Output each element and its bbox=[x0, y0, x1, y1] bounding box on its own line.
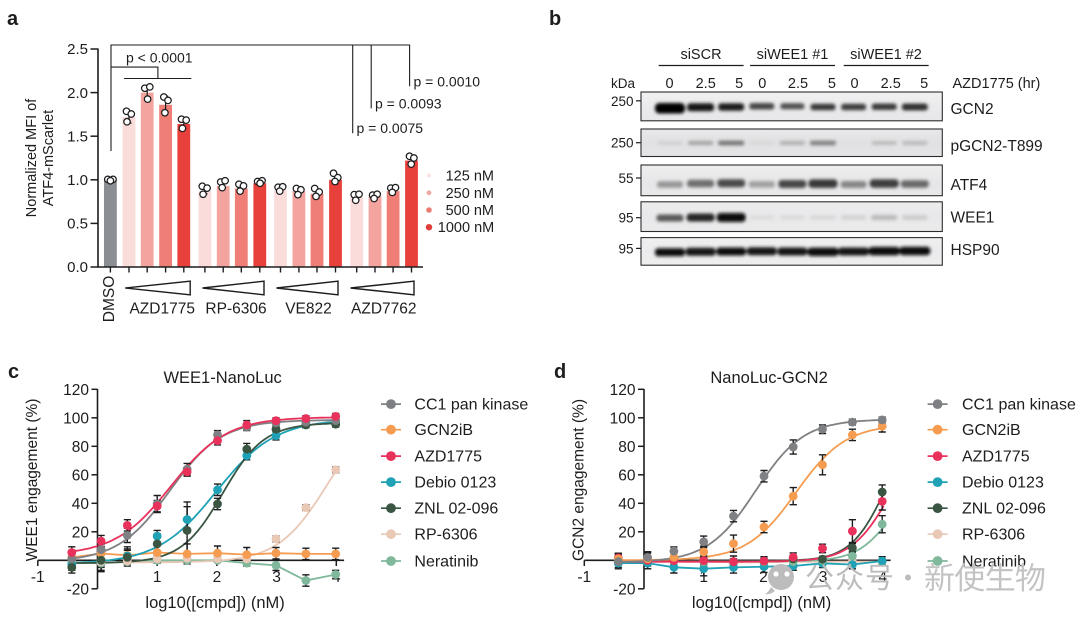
svg-text:40: 40 bbox=[72, 496, 90, 513]
svg-text:CC1 pan kinase: CC1 pan kinase bbox=[414, 397, 528, 414]
svg-text:RP-6306: RP-6306 bbox=[205, 301, 266, 318]
svg-text:0.0: 0.0 bbox=[67, 259, 88, 276]
svg-text:p = 0.0093: p = 0.0093 bbox=[375, 96, 442, 112]
svg-text:AZD7762: AZD7762 bbox=[351, 301, 416, 318]
svg-text:Neratinib: Neratinib bbox=[962, 554, 1026, 571]
svg-text:c: c bbox=[8, 361, 19, 383]
svg-text:250 nM: 250 nM bbox=[446, 186, 494, 202]
svg-text:0: 0 bbox=[666, 76, 674, 92]
svg-text:60: 60 bbox=[618, 467, 636, 484]
svg-text:2: 2 bbox=[213, 569, 222, 586]
svg-text:-1: -1 bbox=[577, 569, 591, 586]
svg-text:d: d bbox=[554, 361, 566, 383]
svg-text:60: 60 bbox=[72, 467, 90, 484]
svg-text:siWEE1 #2: siWEE1 #2 bbox=[850, 47, 922, 63]
svg-text:120: 120 bbox=[63, 382, 89, 399]
svg-text:4: 4 bbox=[878, 569, 887, 586]
svg-text:100: 100 bbox=[63, 410, 89, 427]
svg-text:0: 0 bbox=[850, 76, 858, 92]
svg-text:95: 95 bbox=[618, 211, 633, 226]
svg-text:125 nM: 125 nM bbox=[446, 168, 494, 184]
svg-text:GCN2 engagement (%): GCN2 engagement (%) bbox=[571, 399, 588, 561]
svg-text:p < 0.0001: p < 0.0001 bbox=[126, 50, 193, 66]
svg-text:kDa: kDa bbox=[611, 76, 635, 91]
svg-text:Debio 0123: Debio 0123 bbox=[414, 475, 496, 492]
svg-text:5: 5 bbox=[828, 76, 836, 92]
svg-text:55: 55 bbox=[618, 171, 633, 186]
svg-text:AZD1775: AZD1775 bbox=[962, 449, 1030, 466]
svg-text:0.5: 0.5 bbox=[67, 216, 88, 233]
svg-text:250: 250 bbox=[611, 94, 634, 109]
svg-text:log10([cmpd]) (nM): log10([cmpd]) (nM) bbox=[145, 594, 284, 612]
svg-text:3: 3 bbox=[819, 569, 828, 586]
svg-text:2: 2 bbox=[759, 569, 768, 586]
svg-text:-1: -1 bbox=[31, 569, 45, 586]
svg-text:ATF4: ATF4 bbox=[951, 177, 988, 194]
svg-text:500 nM: 500 nM bbox=[446, 203, 494, 219]
svg-text:HSP90: HSP90 bbox=[951, 242, 1000, 259]
svg-text:AZD1775: AZD1775 bbox=[414, 449, 482, 466]
svg-text:1.0: 1.0 bbox=[67, 172, 88, 189]
svg-text:20: 20 bbox=[72, 524, 90, 541]
svg-text:WEE1-NanoLuc: WEE1-NanoLuc bbox=[163, 369, 281, 387]
svg-text:VE822: VE822 bbox=[285, 301, 332, 318]
svg-text:pGCN2-T899: pGCN2-T899 bbox=[951, 138, 1043, 155]
svg-text:Normalized MFI of: Normalized MFI of bbox=[24, 98, 40, 217]
svg-text:siWEE1 #1: siWEE1 #1 bbox=[757, 47, 829, 63]
svg-text:DMSO: DMSO bbox=[101, 276, 118, 323]
svg-text:a: a bbox=[7, 8, 19, 30]
svg-text:80: 80 bbox=[618, 439, 636, 456]
svg-text:95: 95 bbox=[618, 241, 633, 256]
svg-text:3: 3 bbox=[272, 569, 281, 586]
svg-text:2.5: 2.5 bbox=[788, 76, 808, 92]
svg-text:Neratinib: Neratinib bbox=[414, 554, 478, 571]
svg-text:WEE1: WEE1 bbox=[951, 210, 995, 227]
svg-text:siSCR: siSCR bbox=[680, 47, 721, 63]
svg-text:2.5: 2.5 bbox=[881, 76, 901, 92]
svg-text:20: 20 bbox=[618, 524, 636, 541]
svg-text:GCN2iB: GCN2iB bbox=[414, 422, 473, 439]
svg-text:1: 1 bbox=[699, 569, 708, 586]
svg-text:ZNL 02-096: ZNL 02-096 bbox=[414, 501, 498, 518]
svg-text:log10([cmpd]) (nM): log10([cmpd]) (nM) bbox=[692, 594, 831, 612]
svg-text:NanoLuc-GCN2: NanoLuc-GCN2 bbox=[710, 369, 827, 387]
svg-text:2.0: 2.0 bbox=[67, 85, 88, 102]
svg-text:CC1 pan kinase: CC1 pan kinase bbox=[962, 397, 1076, 414]
svg-text:5: 5 bbox=[920, 76, 928, 92]
svg-text:0: 0 bbox=[758, 76, 766, 92]
svg-text:5: 5 bbox=[735, 76, 743, 92]
svg-text:ATF4-mScarlet: ATF4-mScarlet bbox=[41, 110, 57, 206]
svg-text:-20: -20 bbox=[613, 581, 636, 598]
svg-text:RP-6306: RP-6306 bbox=[414, 527, 477, 544]
svg-text:GCN2: GCN2 bbox=[951, 101, 994, 118]
svg-text:80: 80 bbox=[72, 439, 90, 456]
svg-text:AZD1775 (hr): AZD1775 (hr) bbox=[953, 76, 1041, 92]
svg-text:-20: -20 bbox=[67, 581, 90, 598]
svg-text:RP-6306: RP-6306 bbox=[962, 527, 1025, 544]
svg-text:2.5: 2.5 bbox=[696, 76, 716, 92]
svg-text:ZNL 02-096: ZNL 02-096 bbox=[962, 501, 1046, 518]
svg-text:p = 0.0075: p = 0.0075 bbox=[357, 120, 424, 136]
svg-text:WEE1 engagement (%): WEE1 engagement (%) bbox=[24, 399, 41, 562]
svg-text:GCN2iB: GCN2iB bbox=[962, 422, 1021, 439]
svg-text:b: b bbox=[549, 8, 561, 30]
svg-text:p = 0.0010: p = 0.0010 bbox=[414, 74, 481, 90]
svg-text:1: 1 bbox=[153, 569, 162, 586]
svg-text:100: 100 bbox=[610, 410, 636, 427]
svg-text:120: 120 bbox=[610, 382, 636, 399]
svg-text:1000 nM: 1000 nM bbox=[438, 220, 494, 236]
svg-text:Debio 0123: Debio 0123 bbox=[962, 475, 1044, 492]
svg-text:AZD1775: AZD1775 bbox=[129, 301, 194, 318]
svg-text:40: 40 bbox=[618, 496, 636, 513]
svg-text:250: 250 bbox=[611, 136, 634, 151]
svg-text:1.5: 1.5 bbox=[67, 128, 88, 145]
svg-text:2.5: 2.5 bbox=[67, 41, 88, 58]
